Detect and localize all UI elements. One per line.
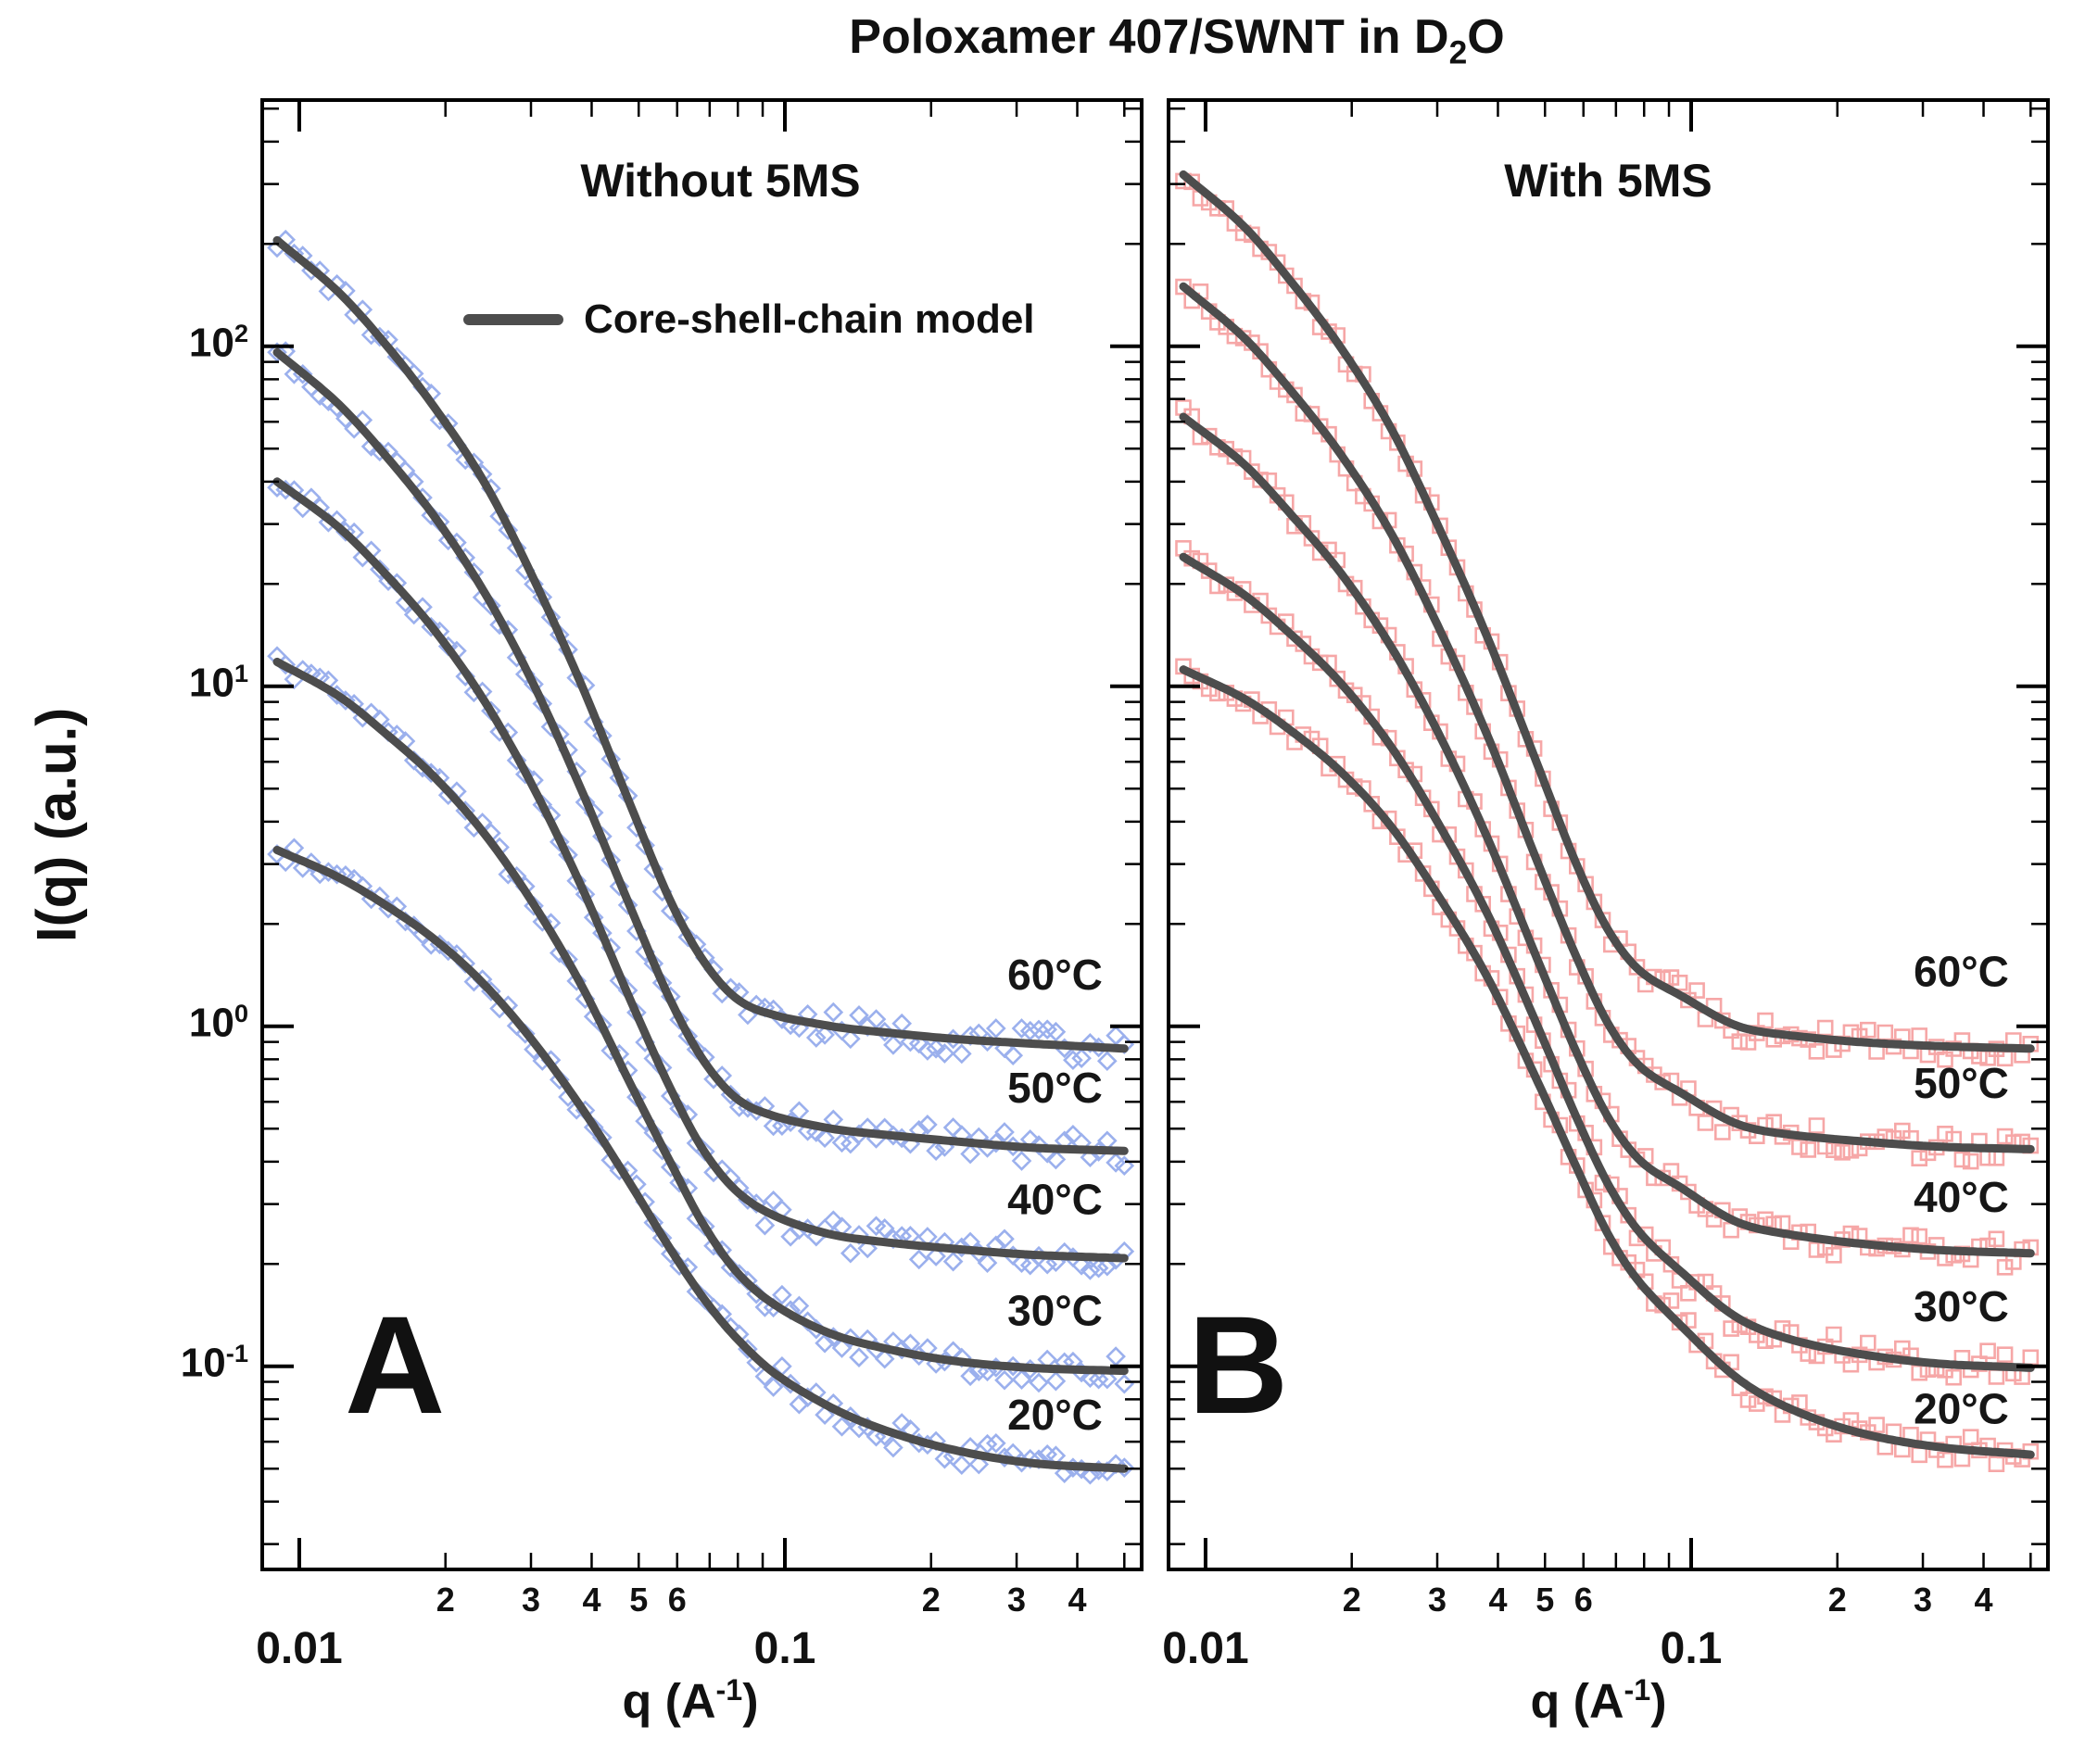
model-line-60°C bbox=[272, 235, 1129, 1053]
model-line-40°C bbox=[272, 477, 1129, 1263]
y-tick-label: 101 bbox=[188, 658, 248, 706]
panel-b-chart: 60°C 50°C 40°C 30°C 20°C bbox=[1167, 98, 2050, 1571]
axis-ticks bbox=[262, 100, 1142, 1569]
y-axis-title: I(q) (a.u.) bbox=[25, 707, 88, 942]
temperature-label: 60°C bbox=[1007, 951, 1103, 999]
x-tick-label-minor: 4 bbox=[1974, 1581, 1993, 1619]
model-line-20°C bbox=[272, 846, 1129, 1473]
temperature-label: 40°C bbox=[1007, 1175, 1103, 1223]
model-line-swatch bbox=[463, 314, 563, 325]
x-tick-label-minor: 2 bbox=[1827, 1581, 1847, 1619]
x-tick-label-minor: 2 bbox=[1342, 1581, 1361, 1619]
temperature-label: 50°C bbox=[1007, 1064, 1103, 1112]
legend: Core-shell-chain model bbox=[463, 296, 1035, 343]
y-tick-label: 10-1 bbox=[180, 1338, 248, 1386]
x-tick-label-minor: 4 bbox=[1488, 1581, 1508, 1619]
x-tick-label-minor: 2 bbox=[436, 1581, 455, 1619]
x-tick-label-minor: 3 bbox=[521, 1581, 540, 1619]
x-tick-label-minor: 6 bbox=[1573, 1581, 1593, 1619]
x-tick-label-minor: 3 bbox=[1007, 1581, 1027, 1619]
model-line-50°C bbox=[1179, 282, 2035, 1153]
panel-a-subtitle: Without 5MS bbox=[580, 155, 861, 207]
figure-title-subscript: 2 bbox=[1448, 34, 1468, 71]
x-tick-label-minor: 6 bbox=[667, 1581, 687, 1619]
x-axis-title-superscript: -1 bbox=[1624, 1673, 1651, 1707]
model-line-60°C bbox=[1179, 170, 2035, 1053]
panel-a-letter: A bbox=[345, 1287, 446, 1443]
figure-title: Poloxamer 407/SWNT in D2O bbox=[297, 9, 2057, 71]
x-tick-label-minor: 5 bbox=[629, 1581, 649, 1619]
x-tick-label-major: 0.01 bbox=[256, 1624, 343, 1673]
x-tick-label-minor: 2 bbox=[921, 1581, 941, 1619]
scatter-series-30°C bbox=[1175, 540, 2040, 1386]
temperature-label: 30°C bbox=[1914, 1282, 2009, 1330]
temperature-label: 20°C bbox=[1914, 1385, 2009, 1433]
panel-a-chart: 60°C 50°C 40°C 30°C 20°C bbox=[260, 98, 1144, 1571]
model-line-20°C bbox=[1179, 665, 2035, 1459]
panel-b-subtitle: With 5MS bbox=[1504, 155, 1712, 207]
x-tick-label-minor: 3 bbox=[1427, 1581, 1447, 1619]
temperature-label: 60°C bbox=[1914, 948, 2009, 996]
figure-title-suffix: O bbox=[1467, 10, 1505, 64]
y-tick-label: 102 bbox=[188, 318, 248, 366]
scatter-series-40°C bbox=[267, 477, 1135, 1280]
scatter-series-30°C bbox=[267, 646, 1135, 1394]
x-tick-label-minor: 5 bbox=[1535, 1581, 1555, 1619]
temperature-label: 30°C bbox=[1007, 1287, 1103, 1335]
x-axis-title-text: q (A bbox=[1530, 1674, 1624, 1729]
x-axis-title-suffix: ) bbox=[742, 1674, 759, 1729]
x-tick-label-minor: 3 bbox=[1914, 1581, 1933, 1619]
x-axis-title-a: q (A-1) bbox=[297, 1673, 1084, 1729]
x-axis-title-suffix: ) bbox=[1650, 1674, 1667, 1729]
model-line-30°C bbox=[1179, 552, 2035, 1372]
temperature-label: 40°C bbox=[1914, 1173, 2009, 1221]
panel-b-letter: B bbox=[1188, 1287, 1289, 1443]
model-line-30°C bbox=[272, 657, 1129, 1376]
axis-ticks bbox=[1169, 100, 2048, 1569]
x-axis-title-text: q (A bbox=[622, 1674, 716, 1729]
model-line-40°C bbox=[1179, 412, 2035, 1258]
figure-title-text: Poloxamer 407/SWNT in D bbox=[849, 10, 1449, 64]
plot-area bbox=[1175, 170, 2040, 1472]
x-tick-label-minor: 4 bbox=[1068, 1581, 1087, 1619]
x-tick-label-minor: 4 bbox=[582, 1581, 601, 1619]
plot-border bbox=[260, 98, 1144, 1571]
legend-label: Core-shell-chain model bbox=[584, 296, 1035, 342]
x-tick-label-major: 0.1 bbox=[1660, 1624, 1723, 1673]
x-axis-title-superscript: -1 bbox=[715, 1673, 743, 1707]
model-line-50°C bbox=[272, 347, 1129, 1155]
x-axis-title-b: q (A-1) bbox=[1205, 1673, 1992, 1729]
temperature-label: 20°C bbox=[1007, 1391, 1103, 1439]
plot-area bbox=[267, 229, 1135, 1485]
x-tick-label-major: 0.01 bbox=[1162, 1624, 1249, 1673]
temperature-label: 50°C bbox=[1914, 1059, 2009, 1107]
y-tick-label: 100 bbox=[188, 998, 248, 1046]
x-tick-label-major: 0.1 bbox=[753, 1624, 816, 1673]
plot-border bbox=[1167, 98, 2050, 1571]
